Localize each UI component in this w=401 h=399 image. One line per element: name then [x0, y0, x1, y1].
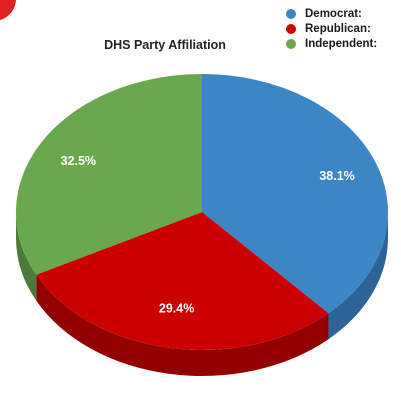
chart-title: DHS Party Affiliation [104, 38, 226, 52]
pie-slice-democrat [202, 74, 388, 314]
legend-label-republican: Republican: [305, 22, 371, 35]
legend-label-democrat: Democrat: [305, 7, 362, 20]
slice-label-democrat: 38.1% [319, 169, 354, 183]
pie-tops [15, 74, 388, 350]
corner-decoration [0, 0, 16, 20]
pie-side-democrat [328, 212, 388, 340]
legend-item-republican: Republican: [286, 21, 377, 36]
pie-labels: 38.1% 29.4% 32.5% [61, 154, 355, 316]
legend-swatch-independent [286, 38, 296, 49]
pie-side-republican [36, 274, 329, 376]
pie-side-independent [15, 212, 37, 301]
pie-sides [15, 212, 388, 376]
chart-legend: Democrat: Republican: Independent: [286, 6, 377, 51]
legend-item-democrat: Democrat: [286, 6, 377, 21]
legend-label-independent: Independent: [305, 37, 378, 50]
pie-slice-republican [36, 212, 329, 350]
legend-item-independent: Independent: [286, 36, 377, 51]
legend-swatch-democrat [286, 8, 296, 19]
pie-slice-independent [15, 74, 203, 275]
slice-label-independent: 32.5% [61, 154, 96, 168]
slice-label-republican: 29.4% [159, 301, 194, 315]
legend-swatch-republican [286, 23, 296, 34]
